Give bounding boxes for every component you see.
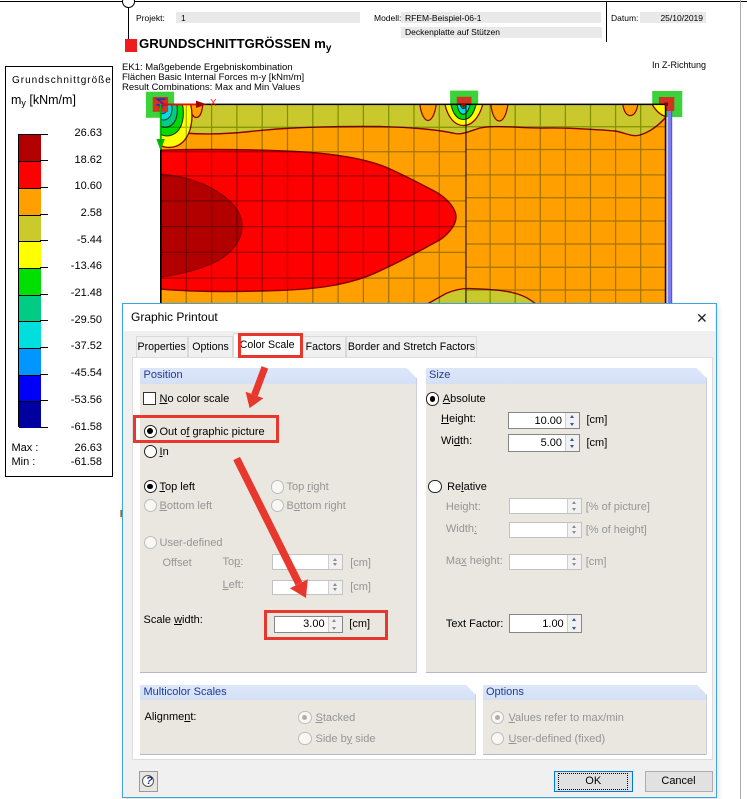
svg-text:X: X	[210, 98, 217, 109]
